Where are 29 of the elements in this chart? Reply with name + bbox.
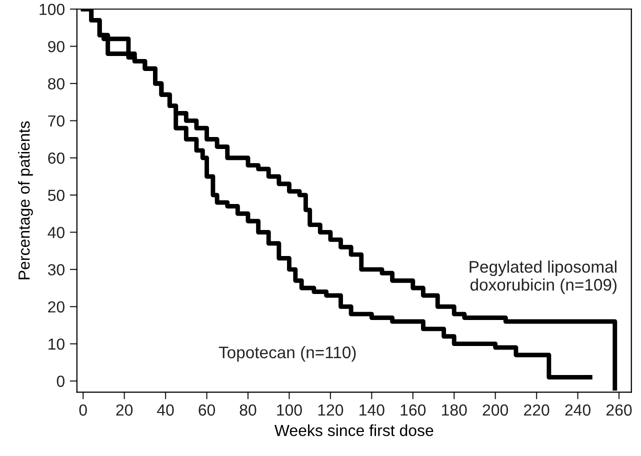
y-tick-label: 70 [48, 115, 64, 127]
y-tick-label: 90 [48, 40, 64, 52]
y-tick-label: 30 [48, 264, 64, 276]
x-tick-label: 260 [606, 404, 632, 416]
y-tick-label: 20 [48, 301, 64, 313]
x-tick-label: 140 [360, 404, 384, 416]
x-tick-label: 200 [482, 404, 508, 416]
annotation: Topotecan (n=110) [218, 346, 356, 362]
x-tick-label: 220 [524, 404, 550, 416]
x-tick-label: 20 [116, 404, 133, 416]
y-tick-label: 80 [48, 78, 64, 90]
x-tick-label: 180 [442, 404, 467, 416]
y-tick-label: 0 [56, 376, 64, 387]
x-tick-label: 240 [565, 404, 590, 416]
x-tick-label: 40 [157, 404, 174, 416]
y-tick-label: 10 [48, 338, 64, 350]
y-tick-label: 50 [48, 190, 64, 202]
y-axis-title: Percentage of patients [18, 121, 33, 280]
x-tick-label: 120 [318, 404, 344, 416]
y-tick-label: 40 [48, 226, 64, 238]
x-tick-label: 0 [79, 404, 87, 416]
annotation: Pegylated liposomal doxorubicin (n=109) [470, 260, 616, 294]
y-tick-label: 100 [40, 4, 64, 16]
x-tick-label: 80 [240, 404, 256, 416]
x-tick-label: 100 [277, 404, 302, 416]
x-axis-title: Weeks since first dose [274, 424, 434, 436]
x-tick-label: 160 [400, 404, 426, 416]
y-tick-label: 60 [48, 152, 64, 164]
x-tick-label: 60 [198, 404, 216, 416]
